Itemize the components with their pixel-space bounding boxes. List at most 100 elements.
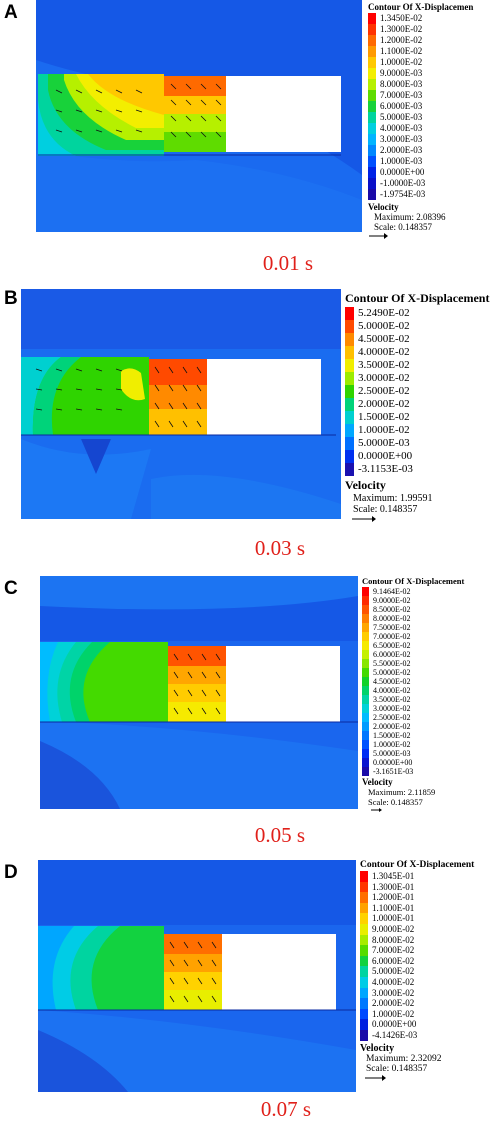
- legend-swatch: [368, 145, 376, 156]
- legend-swatch: [360, 923, 368, 935]
- velocity-maximum: Maximum: 1.99591: [353, 493, 433, 504]
- legend-swatch: [362, 641, 369, 650]
- legend-entry: 8.0000E-02: [362, 614, 464, 623]
- legend-swatch: [360, 955, 368, 967]
- legend-value: 0.0000E+00: [358, 450, 413, 462]
- legend-swatch: [362, 596, 369, 605]
- legend-entry: 1.0000E-03: [368, 156, 473, 167]
- legend-value: -4.1426E-03: [372, 1029, 418, 1040]
- legend-swatch: [362, 668, 369, 677]
- legend-value: 3.5000E-02: [358, 359, 410, 371]
- legend-swatch: [345, 346, 354, 359]
- velocity-arrow-icon: [365, 1074, 386, 1081]
- legend-value: 4.5000E-02: [373, 677, 411, 686]
- legend-entry: 4.5000E-02: [362, 677, 464, 686]
- legend-swatch: [368, 123, 376, 134]
- legend-swatch: [368, 13, 376, 24]
- contour-plot: [36, 0, 362, 232]
- legend-value: 8.0000E-03: [380, 79, 423, 89]
- legend-swatch: [362, 650, 369, 659]
- legend-entry: 2.5000E-02: [362, 713, 464, 722]
- legend-entry: 5.5000E-02: [362, 659, 464, 668]
- legend-swatch: [360, 987, 368, 999]
- legend-swatch: [362, 767, 369, 776]
- panel-label: B: [4, 288, 18, 309]
- velocity-maximum: Maximum: 2.08396: [374, 212, 446, 222]
- legend-value: 5.0000E-02: [358, 320, 410, 332]
- legend-swatch: [345, 307, 354, 320]
- legend-entry: 4.0000E-02: [345, 346, 489, 359]
- legend-entry: 1.3000E-01: [360, 881, 474, 893]
- legend-swatch: [368, 46, 376, 57]
- legend-swatch: [362, 758, 369, 767]
- legend-value: 2.0000E-03: [380, 145, 423, 155]
- legend-value: 1.3045E-01: [372, 871, 415, 881]
- legend-scale: 1.3450E-02 1.3000E-02 1.2000E-02 1.1000E-02…: [368, 13, 473, 200]
- legend-entry: 5.0000E-03: [368, 112, 473, 123]
- contour-plot: [38, 860, 356, 1092]
- panel-label: C: [4, 578, 18, 599]
- legend-value: 7.0000E-02: [372, 945, 415, 956]
- legend-title: Contour Of X-Displacement: [360, 860, 475, 870]
- legend-entry: 1.2000E-01: [360, 892, 474, 903]
- legend-swatch: [362, 722, 369, 731]
- velocity-arrow-icon: [352, 516, 376, 522]
- legend-value: 1.2000E-01: [372, 892, 415, 903]
- legend-swatch: [345, 437, 354, 450]
- velocity-scale: Scale: 0.148357: [368, 797, 423, 807]
- velocity-title: Velocity: [368, 202, 399, 212]
- legend-swatch: [368, 35, 376, 46]
- legend-entry: 5.0000E-02: [362, 668, 464, 677]
- legend-entry: 6.0000E-03: [368, 101, 473, 112]
- legend-value: 9.0000E-02: [373, 596, 411, 605]
- time-label: 0.03 s: [254, 536, 306, 560]
- legend-value: 8.0000E-02: [372, 934, 415, 945]
- legend-title: Contour Of X-Displacement: [362, 576, 465, 586]
- panel-label: D: [4, 862, 18, 883]
- legend-entry: 3.5000E-02: [345, 359, 489, 372]
- legend-entry: 1.0000E-02: [362, 740, 464, 749]
- legend-title: Contour Of X-Displacement: [345, 291, 490, 305]
- legend-value: 1.0000E-02: [380, 57, 423, 67]
- legend-entry: 5.0000E-02: [345, 320, 489, 333]
- legend-entry: 1.0000E-02: [368, 57, 473, 68]
- legend-swatch: [360, 966, 368, 977]
- velocity-maximum: Maximum: 2.32092: [366, 1053, 442, 1064]
- legend-entry: 5.0000E-03: [362, 749, 464, 758]
- legend-swatch: [368, 178, 376, 189]
- legend-entry: 4.0000E-02: [362, 686, 464, 695]
- contour-legend: Contour Of X-Displacement 1.3045E-01 1.30…: [360, 860, 474, 1082]
- legend-entry: 9.0000E-02: [360, 923, 474, 935]
- legend-swatch: [345, 424, 354, 437]
- legend-swatch: [368, 90, 376, 101]
- legend-value: 3.0000E-02: [372, 987, 415, 998]
- legend-entry: 3.0000E-02: [345, 372, 489, 385]
- legend-swatch: [362, 614, 369, 623]
- legend-value: 5.5000E-02: [373, 659, 411, 668]
- legend-entry: 8.0000E-02: [360, 934, 474, 946]
- velocity-scale: Scale: 0.148357: [353, 504, 418, 515]
- legend-swatch: [362, 749, 369, 758]
- legend-swatch: [345, 372, 354, 385]
- legend-swatch: [345, 450, 354, 463]
- legend-swatch: [362, 632, 369, 641]
- legend-swatch: [362, 587, 369, 596]
- legend-value: 3.0000E-02: [373, 704, 411, 713]
- velocity-scale: Scale: 0.148357: [366, 1063, 428, 1074]
- legend-swatch: [362, 740, 369, 749]
- velocity-title: Velocity: [362, 777, 393, 787]
- time-label: 0.01 s: [262, 251, 314, 275]
- legend-swatch: [360, 892, 368, 903]
- legend-entry: 2.0000E-03: [368, 145, 473, 156]
- legend-value: 7.5000E-02: [373, 623, 411, 632]
- legend-entry: 7.0000E-02: [362, 632, 464, 641]
- legend-swatch: [368, 24, 376, 35]
- legend-entry: 9.0000E-03: [368, 68, 473, 79]
- legend-value: 6.0000E-03: [380, 101, 423, 111]
- panel-label: A: [4, 2, 18, 23]
- time-label: 0.05 s: [254, 823, 306, 847]
- legend-entry: 0.0000E+00: [345, 450, 489, 463]
- legend-swatch: [368, 101, 376, 112]
- legend-value: 4.0000E-02: [358, 346, 410, 358]
- legend-swatch: [345, 333, 354, 346]
